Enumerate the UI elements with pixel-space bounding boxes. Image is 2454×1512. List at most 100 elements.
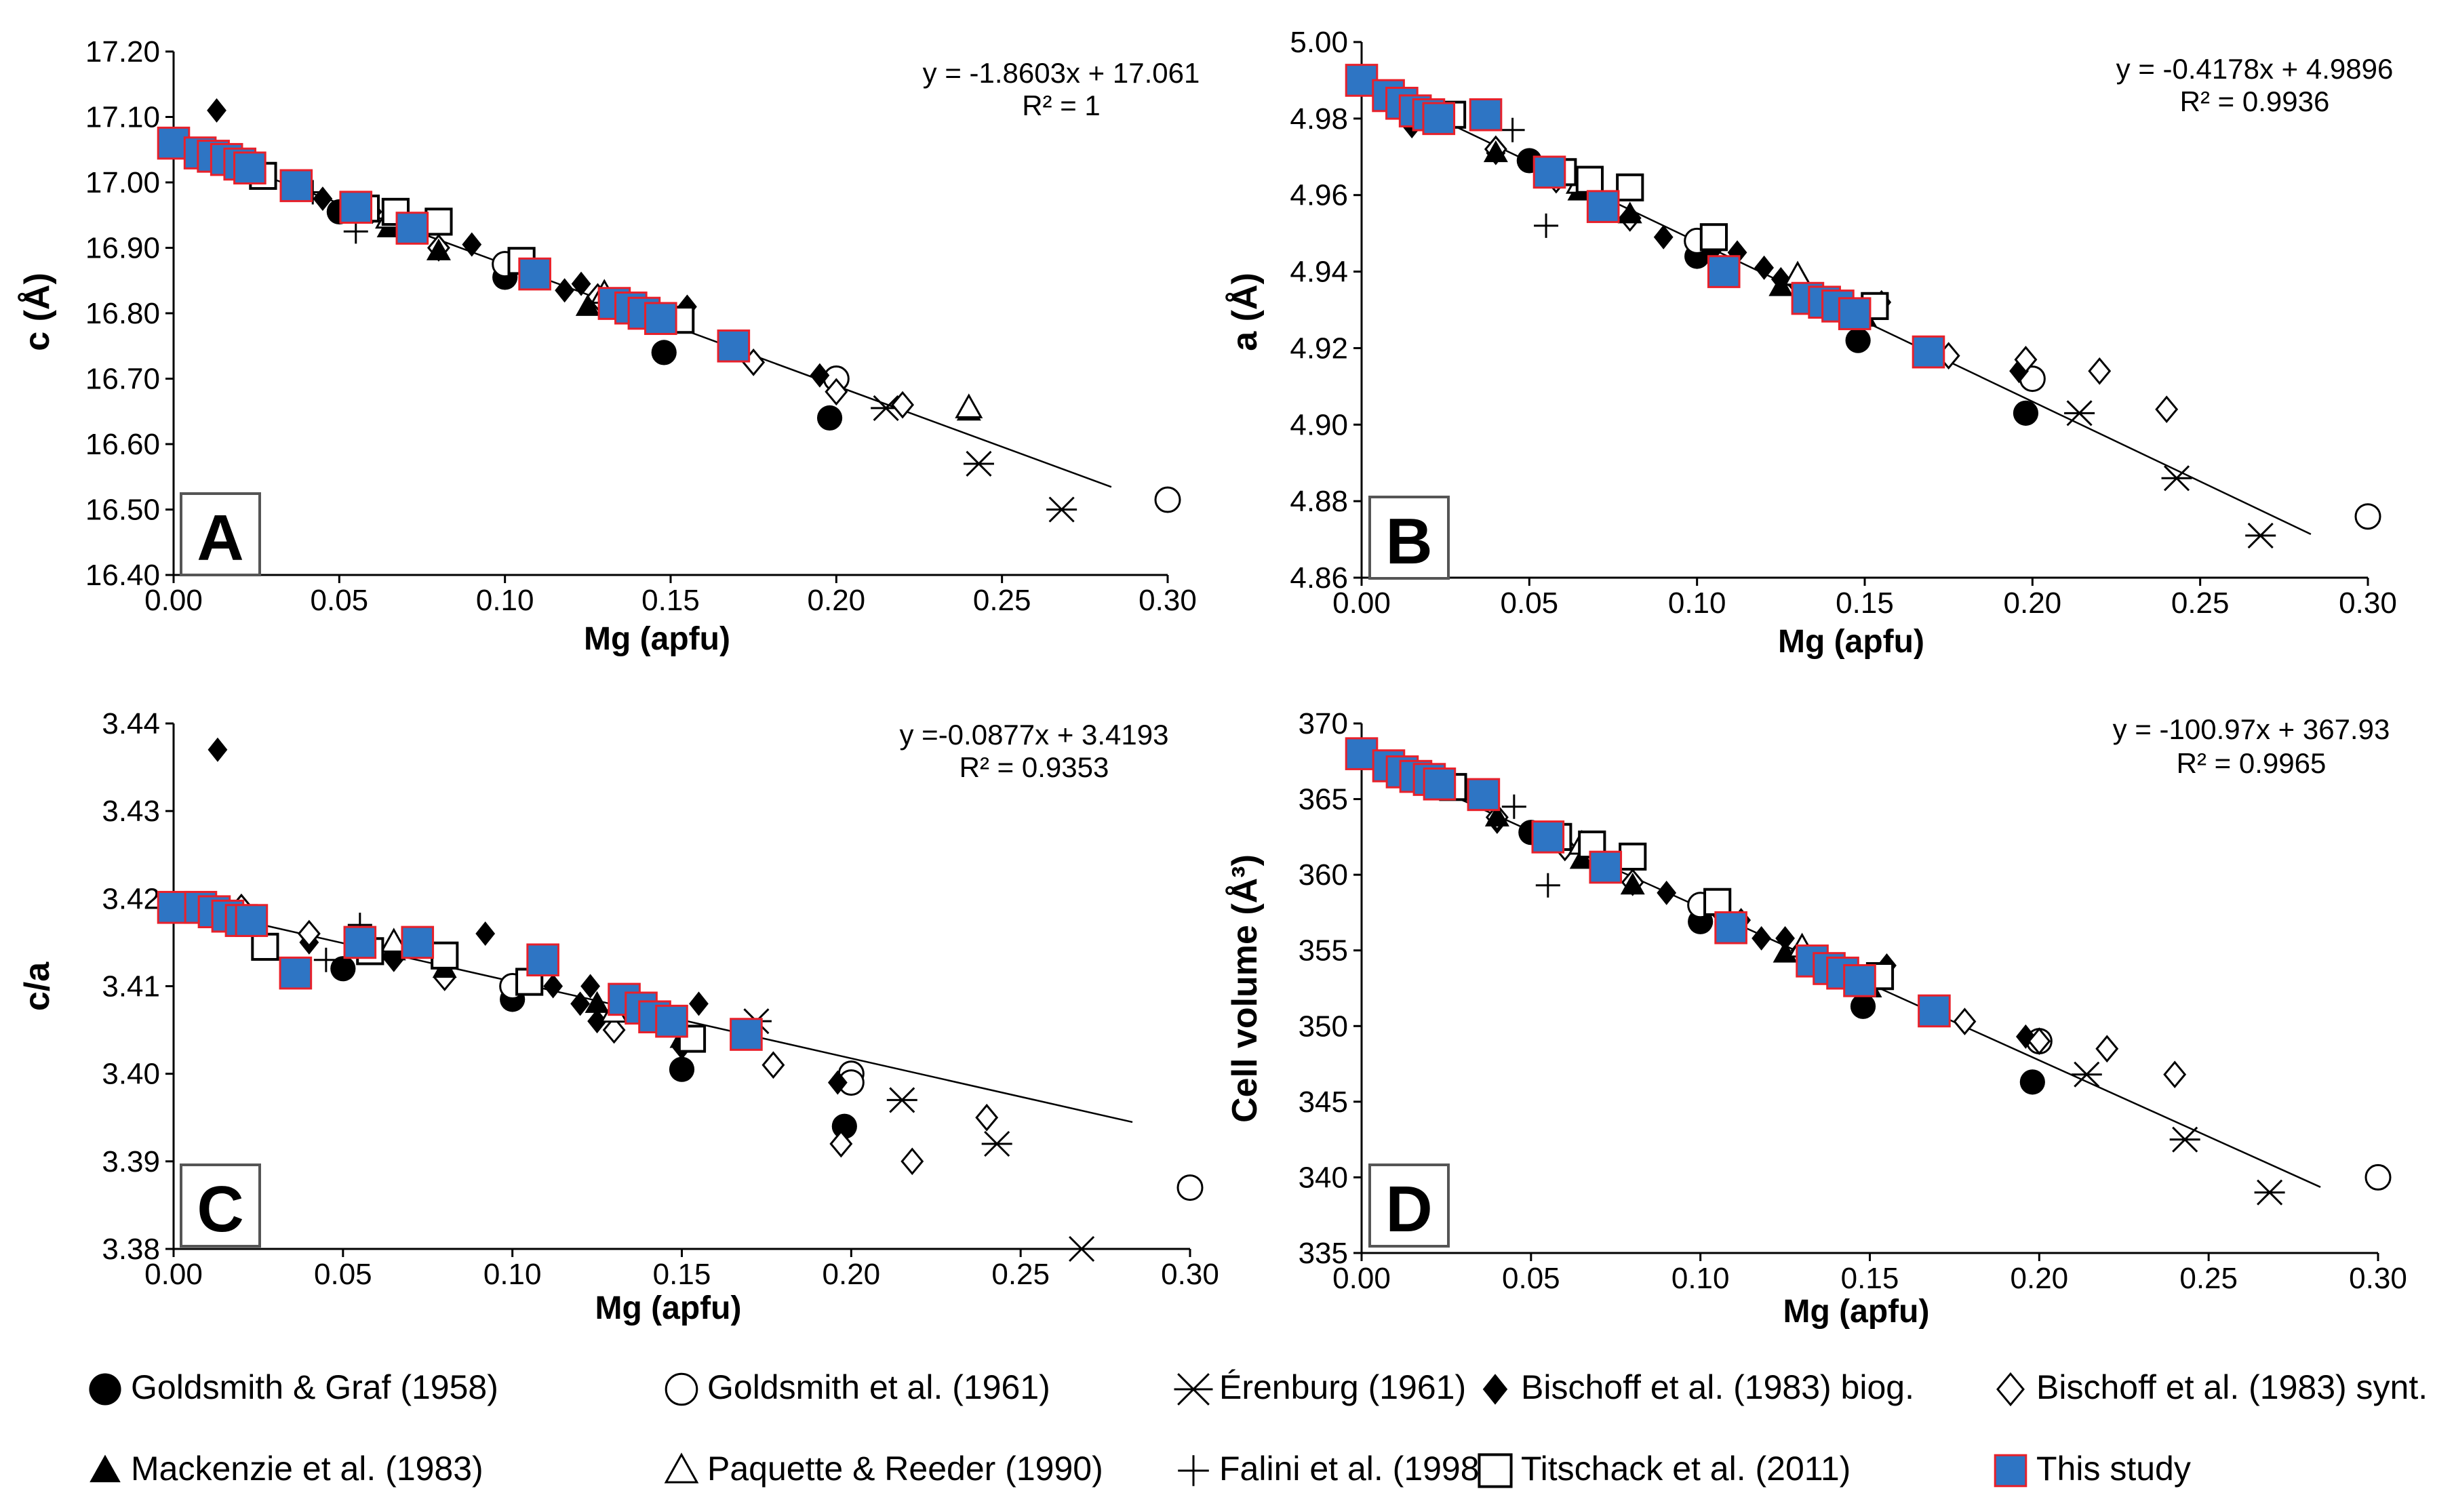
x-tick-label: 0.10 bbox=[1668, 586, 1726, 620]
x-tick-label: 0.30 bbox=[2339, 586, 2397, 620]
data-point-bs bbox=[297, 919, 321, 948]
data-point-ts bbox=[1838, 297, 1872, 330]
data-point-bs bbox=[2163, 1060, 2187, 1089]
data-point-ts bbox=[1714, 911, 1747, 944]
data-point-ti bbox=[1619, 842, 1647, 871]
data-point-ts bbox=[401, 926, 435, 959]
data-point-mk bbox=[1483, 140, 1508, 163]
series-fa bbox=[1500, 117, 1559, 238]
x-tick-label: 0.30 bbox=[1161, 1258, 1219, 1291]
x-tick-label: 0.25 bbox=[2179, 1262, 2238, 1295]
data-point-ti bbox=[251, 932, 279, 961]
data-point-bb bbox=[1657, 880, 1677, 905]
data-point-bb bbox=[1775, 926, 1795, 951]
data-point-ts bbox=[1843, 964, 1876, 997]
data-point-gg bbox=[1845, 327, 1871, 353]
y-tick-label: 16.50 bbox=[85, 494, 160, 527]
series-ts bbox=[1345, 737, 1951, 1028]
y-tick-label: 16.40 bbox=[85, 559, 160, 592]
legend-label: Érenburg (1961) bbox=[1219, 1368, 1466, 1406]
y-tick-label: 3.42 bbox=[102, 882, 160, 915]
data-point-bb bbox=[543, 974, 563, 999]
y-tick-label: 16.60 bbox=[85, 428, 160, 461]
panel-letter-box bbox=[1368, 496, 1450, 580]
data-point-bs bbox=[825, 378, 848, 406]
x-tick-label: 0.00 bbox=[1332, 1262, 1391, 1295]
series-fa bbox=[1501, 794, 1560, 898]
y-axis-title: c (Å) bbox=[18, 273, 57, 351]
data-point-bb bbox=[689, 991, 709, 1016]
x-tick-label: 0.25 bbox=[991, 1258, 1050, 1291]
data-point-er bbox=[2064, 400, 2095, 426]
data-point-ts bbox=[1912, 335, 1945, 369]
data-point-ts bbox=[518, 257, 551, 291]
y-axis-title: c/a bbox=[18, 961, 57, 1011]
data-point-er bbox=[2071, 1061, 2102, 1088]
chart-panel-b: 4.86 4.88 4.90 4.92 4.94 4.96 4.98 5.00 0.00 0.05… bbox=[1225, 26, 2397, 660]
data-point-gg bbox=[669, 1056, 695, 1082]
y-tick-label: 3.40 bbox=[102, 1058, 160, 1091]
data-point-bb bbox=[827, 1070, 848, 1095]
x-tick-label: 0.15 bbox=[1836, 586, 1894, 620]
y-tick-label: 4.96 bbox=[1290, 179, 1348, 212]
x-tick-label: 0.20 bbox=[2011, 1262, 2069, 1295]
data-point-bs bbox=[891, 391, 915, 419]
legend-item-mk: Mackenzie et al. (1983) bbox=[90, 1450, 483, 1488]
legend-item-gm: Goldsmith et al. (1961) bbox=[665, 1368, 1050, 1406]
data-point-bb bbox=[555, 278, 575, 303]
data-point-ti bbox=[1699, 223, 1728, 252]
y-tick-label: 335 bbox=[1299, 1237, 1348, 1270]
data-point-ts bbox=[730, 1018, 763, 1051]
legend-marker-ti bbox=[1478, 1453, 1513, 1488]
chart-panels: 16.40 16.50 16.60 16.70 16.80 16.90 17.00 17.10… bbox=[18, 26, 2407, 1330]
y-tick-label: 3.38 bbox=[102, 1233, 160, 1266]
data-point-mk bbox=[585, 991, 610, 1013]
data-point-gm bbox=[1176, 1174, 1204, 1201]
data-point-ts bbox=[644, 302, 677, 336]
data-point-gg bbox=[816, 405, 843, 431]
legend-marker-gm bbox=[665, 1372, 698, 1406]
x-tick-label: 0.10 bbox=[483, 1258, 542, 1291]
legend-marker-mk bbox=[90, 1454, 121, 1483]
data-point-fa bbox=[1501, 794, 1526, 819]
legend-label: Falini et al. (1998) bbox=[1219, 1450, 1490, 1488]
data-point-bb bbox=[462, 232, 482, 257]
series-gg bbox=[1349, 67, 2039, 426]
series-gm bbox=[1684, 227, 2381, 530]
y-tick-label: 16.80 bbox=[85, 297, 160, 330]
y-tick-label: 350 bbox=[1299, 1010, 1348, 1043]
y-axis-title: Cell volume (Å³) bbox=[1225, 854, 1265, 1123]
data-point-ts bbox=[526, 943, 559, 977]
legend-label: Titschack et al. (2011) bbox=[1521, 1450, 1851, 1488]
data-point-ti bbox=[1703, 888, 1732, 916]
data-point-bb bbox=[475, 921, 496, 946]
series-er bbox=[740, 1008, 1097, 1262]
y-tick-label: 345 bbox=[1299, 1086, 1348, 1119]
data-point-gm bbox=[1154, 486, 1181, 513]
series-ts bbox=[157, 126, 751, 363]
legend-item-ts: This study bbox=[1994, 1450, 2191, 1488]
data-point-ts bbox=[1467, 778, 1501, 812]
x-tick-label: 0.25 bbox=[2171, 586, 2230, 620]
legend-marker-pr bbox=[664, 1452, 699, 1484]
data-point-fa bbox=[1535, 873, 1560, 898]
legend-marker-bb bbox=[1482, 1374, 1508, 1405]
y-axis-title: a (Å) bbox=[1225, 273, 1265, 351]
data-point-ti bbox=[424, 207, 453, 236]
data-point-bs bbox=[761, 1051, 785, 1079]
legend-marker-bs bbox=[1996, 1372, 2025, 1407]
legend-marker-gg bbox=[89, 1373, 121, 1406]
legend-item-bs: Bischoff et al. (1983) synt. bbox=[1996, 1368, 2428, 1407]
x-tick-label: 0.30 bbox=[2349, 1262, 2407, 1295]
y-tick-label: 5.00 bbox=[1290, 26, 1348, 59]
y-tick-label: 4.90 bbox=[1290, 408, 1348, 441]
data-point-ts bbox=[1707, 255, 1741, 288]
y-tick-label: 17.20 bbox=[85, 35, 160, 68]
data-point-mk bbox=[1484, 804, 1509, 827]
panel-letter-box bbox=[180, 492, 261, 576]
data-point-ts bbox=[1469, 98, 1503, 132]
data-point-ts bbox=[1586, 190, 1620, 223]
series-ts bbox=[1345, 64, 1945, 369]
x-tick-label: 0.05 bbox=[1501, 586, 1559, 620]
y-tick-label: 360 bbox=[1299, 858, 1348, 892]
